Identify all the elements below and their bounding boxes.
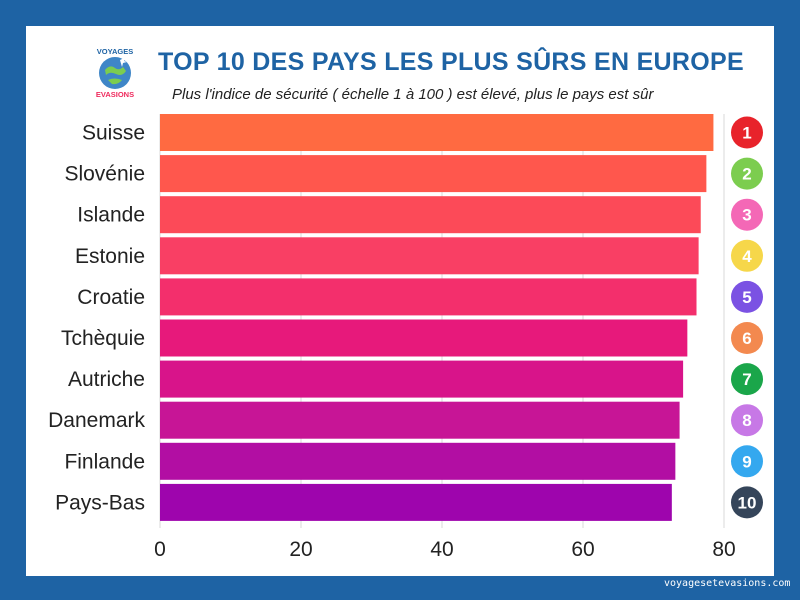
category-label: Danemark [48,409,145,432]
bar [160,237,699,275]
logo-text-bottom: EVASIONS [96,90,134,98]
rank-badge [731,322,763,354]
rank-badge [731,486,763,519]
rank-badge [731,445,763,478]
x-tick-label: 60 [571,538,594,561]
rank-number: 9 [742,452,751,471]
logo-text-top: VOYAGES [97,48,133,56]
bar [160,442,676,480]
x-tick-label: 20 [289,538,312,561]
x-tick-label: 0 [154,538,166,561]
bar [160,155,707,193]
chart-subtitle: Plus l'indice de sécurité ( échelle 1 à … [172,86,654,103]
rank-badge [731,280,763,313]
bar [160,278,697,316]
x-tick-label: 40 [430,538,453,561]
bar [160,401,680,439]
rank-number: 3 [742,206,751,225]
category-label: Croatie [77,286,145,309]
rank-badge [731,404,763,437]
logo: VOYAGES EVASIONS [96,48,134,98]
chart-title: TOP 10 DES PAYS LES PLUS SÛRS EN EUROPE [158,48,744,76]
bar [160,360,684,398]
category-label: Tchèquie [61,327,145,350]
rank-number: 1 [742,124,751,143]
category-label: Estonie [75,245,145,268]
category-label: Slovénie [64,163,145,186]
rank-badge [731,198,763,231]
rank-badge [731,239,763,272]
bar [160,114,714,151]
rank-number: 10 [738,493,757,512]
rank-number: 8 [742,411,751,430]
bar [160,319,688,357]
rank-number: 5 [742,288,751,307]
rank-badge [731,116,763,149]
category-label: Suisse [82,122,145,145]
category-label: Autriche [68,368,145,391]
category-label: Pays-Bas [55,491,145,514]
rank-number: 4 [742,247,752,266]
plane-icon [120,57,127,67]
x-tick-label: 80 [712,538,735,561]
rank-number: 2 [742,165,751,184]
rank-badge [731,157,763,190]
bar [160,196,701,234]
category-label: Finlande [64,450,145,473]
rank-number: 6 [742,329,751,348]
rank-badge [731,363,763,396]
category-label: Islande [77,204,145,227]
rank-number: 7 [742,370,751,389]
bar [160,483,672,521]
site-footer: voyagesetevasions.com [664,578,791,589]
